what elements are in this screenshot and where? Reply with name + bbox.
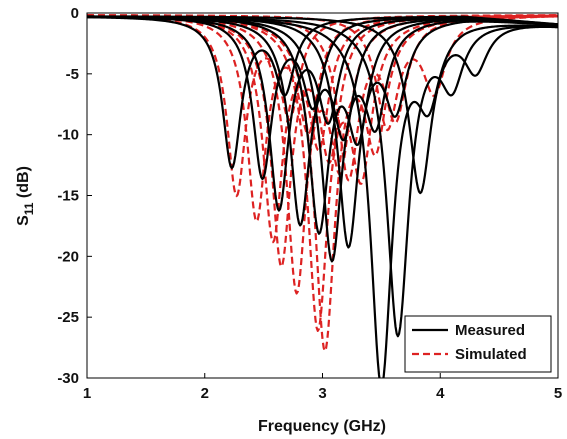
y-tick-label: -30 [57,370,79,387]
x-tick-label: 4 [436,385,445,402]
x-axis-label: Frequency (GHz) [258,418,386,435]
series-layer [87,14,558,378]
y-tick-label: -20 [57,248,79,265]
y-axis-label-unit: (dB) [15,166,32,202]
y-axis-label-base: S [15,215,32,226]
x-tick-label: 2 [201,385,209,402]
legend: Measured Simulated [404,315,552,373]
x-tick-label: 3 [318,385,326,402]
axis-layer: 1 2 3 4 5 0 -5 -10 -15 -20 -25 -30 [57,5,562,402]
measured-series-line-10 [87,15,558,195]
legend-box [404,315,552,373]
x-tick-label: 1 [83,385,91,402]
legend-label-simulated: Simulated [455,346,527,363]
y-tick-label: -15 [57,188,79,205]
legend-label-measured: Measured [455,322,525,339]
y-tick-label: 0 [71,5,79,22]
y-tick-label: -10 [57,127,79,144]
y-tick-label: -25 [57,309,79,326]
y-tick-label: -5 [66,66,79,83]
x-tick-label: 5 [554,385,562,402]
y-axis-label-subscript: 11 [22,202,36,215]
y-axis-label: S11 (dB) [15,166,36,226]
